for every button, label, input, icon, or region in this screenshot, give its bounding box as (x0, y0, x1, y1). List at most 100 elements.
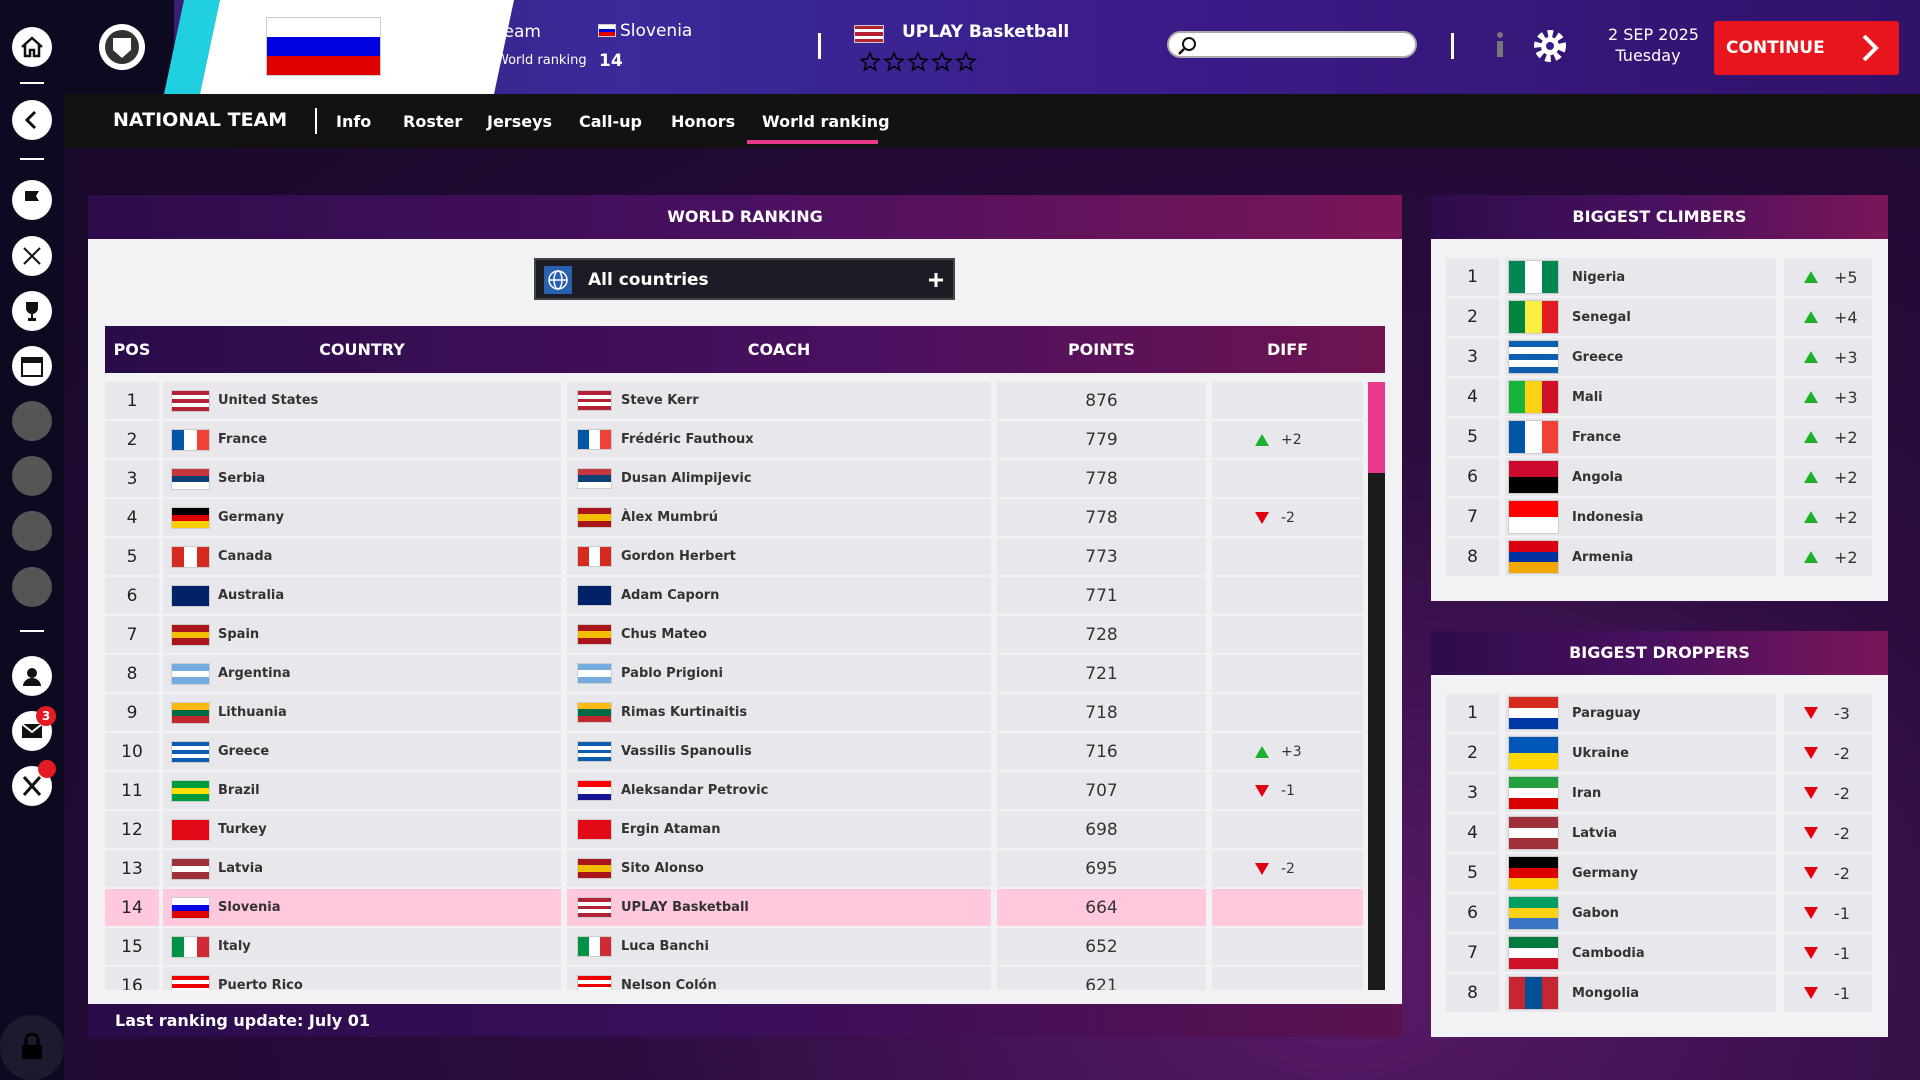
disabled-button (12, 401, 52, 441)
coach-name: Rimas Kurtinaitis (621, 705, 748, 720)
scrollbar-thumb[interactable] (1368, 382, 1385, 473)
nav-tab[interactable]: World ranking (762, 112, 890, 131)
arrow-shape (1804, 787, 1818, 799)
arrow-down (1804, 867, 1818, 879)
matches-button[interactable] (12, 180, 52, 220)
cell: France (1505, 418, 1776, 456)
home-button[interactable] (12, 27, 52, 67)
flag-stripe (578, 625, 611, 632)
cell: Chus Mateo (567, 616, 991, 653)
info-button[interactable] (1492, 30, 1508, 60)
arrow-up (1255, 746, 1269, 758)
list-row: 8 Mongolia -1 (1431, 974, 1888, 1012)
list-row: 6 Angola +2 (1431, 458, 1888, 496)
tactics-button[interactable] (12, 236, 52, 276)
back-button[interactable] (12, 100, 52, 140)
cell: 3 (1446, 338, 1499, 376)
diff: -2 (1834, 744, 1850, 763)
flag-stripe (196, 547, 209, 567)
country-flag (172, 781, 209, 802)
pos: 12 (121, 820, 143, 840)
table-row: 8 Argentina Pablo Prigioni 721 (105, 655, 1367, 692)
country-name: Puerto Rico (218, 978, 303, 990)
pos: 1 (1467, 267, 1478, 287)
cell: 8 (105, 655, 159, 692)
mail-button[interactable] (12, 711, 52, 751)
flag-stripe (578, 508, 611, 515)
flag-stripe (855, 29, 883, 33)
flag-stripe (578, 909, 611, 914)
flag-stripe (196, 430, 209, 450)
nav-tab[interactable]: Roster (403, 112, 463, 131)
coach-flag (578, 937, 611, 956)
profile-button[interactable] (12, 656, 52, 696)
divider (20, 158, 44, 160)
list-row: 1 Nigeria +5 (1431, 258, 1888, 296)
trophy-button[interactable] (12, 291, 52, 331)
nav-tab[interactable]: Honors (671, 112, 736, 131)
column-header: POS (113, 340, 151, 359)
flag-stripe (1541, 421, 1558, 453)
country-flag (172, 586, 209, 606)
cell: Vassilis Spanoulis (567, 733, 991, 770)
country-name: Germany (1572, 866, 1638, 881)
coach-name: Steve Kerr (621, 393, 699, 408)
nav-tab[interactable]: Info (336, 112, 372, 131)
coach-name: Frédéric Fauthoux (621, 432, 754, 447)
active-tab-underline (747, 140, 878, 144)
flag-stripe (578, 983, 611, 988)
country-filter[interactable]: All countries (534, 258, 955, 300)
flag-stripe (578, 586, 611, 605)
diff: +4 (1834, 308, 1858, 327)
country-name: Slovenia (218, 900, 281, 915)
flag-stripe (578, 394, 611, 399)
cell: 5 (1446, 418, 1499, 456)
flag-stripe (1509, 301, 1526, 333)
country-flag (1509, 737, 1558, 769)
pos: 2 (126, 430, 138, 450)
points: 771 (1085, 586, 1118, 606)
header: Team Slovenia World ranking 14 UPLAY Bas… (64, 0, 1920, 96)
country-name: Germany (218, 510, 284, 525)
cell: Àlex Mumbrú (567, 499, 991, 536)
flag-stripe (1509, 798, 1558, 810)
cell: Latvia (163, 850, 561, 887)
diff: +3 (1834, 348, 1858, 367)
search-box[interactable] (1167, 31, 1417, 58)
calendar-button[interactable] (12, 346, 52, 386)
nav-tab[interactable]: Call-up (579, 112, 642, 131)
country-name: Spain (218, 627, 260, 642)
weekday: Tuesday (1615, 46, 1681, 65)
diff: -1 (1834, 904, 1850, 923)
flag-stripe (578, 637, 611, 644)
country-flag (172, 391, 209, 411)
flag-stripe (172, 638, 209, 646)
flag-stripe (1541, 301, 1558, 333)
cell: 9 (105, 694, 159, 731)
flag-stripe (1509, 353, 1558, 361)
flag-stripe (578, 520, 611, 527)
cell: Latvia (1505, 814, 1776, 852)
flag-stripe (172, 709, 209, 717)
country-name: Greece (218, 744, 270, 759)
lock-button[interactable] (0, 1015, 64, 1080)
flag-stripe (1541, 261, 1558, 293)
cell: 5 (1446, 854, 1499, 892)
continue-button[interactable]: CONTINUE (1714, 21, 1899, 75)
flag-stripe (172, 872, 209, 880)
back-icon (24, 110, 37, 130)
flag-stripe (196, 937, 209, 957)
club-name: UPLAY Basketball (902, 22, 1070, 42)
cell: -2 (1212, 499, 1363, 536)
scrollbar[interactable] (1368, 382, 1385, 990)
table-row: 16 Puerto Rico Nelson Colón 621 (105, 967, 1367, 990)
cell: Indonesia (1505, 498, 1776, 536)
nav-tab[interactable]: Jerseys (487, 112, 553, 131)
settings-button[interactable] (1532, 28, 1568, 64)
flag-stripe (589, 937, 600, 956)
cell (1212, 889, 1363, 926)
rating-stars (860, 52, 977, 72)
cell (1212, 382, 1363, 419)
cell: Sito Alonso (567, 850, 991, 887)
pos: 8 (1467, 547, 1478, 567)
